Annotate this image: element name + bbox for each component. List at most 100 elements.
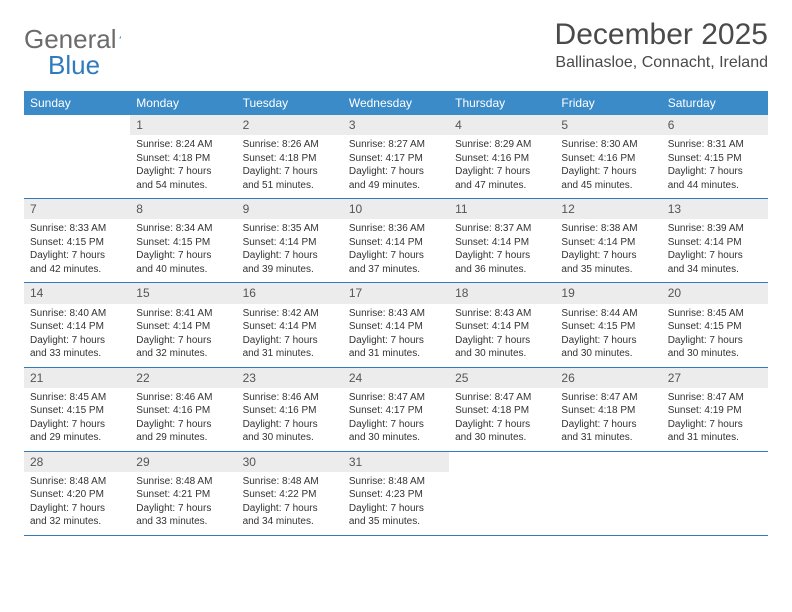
calendar-cell: 13Sunrise: 8:39 AMSunset: 4:14 PMDayligh… — [662, 199, 768, 282]
day-number: 7 — [24, 199, 130, 219]
calendar-cell: 26Sunrise: 8:47 AMSunset: 4:18 PMDayligh… — [555, 368, 661, 451]
daylight-text: Daylight: 7 hours and 30 minutes. — [455, 334, 549, 361]
day-number: 23 — [237, 368, 343, 388]
sunset-text: Sunset: 4:14 PM — [561, 236, 655, 250]
daylight-text: Daylight: 7 hours and 42 minutes. — [30, 249, 124, 276]
daylight-text: Daylight: 7 hours and 40 minutes. — [136, 249, 230, 276]
sunset-text: Sunset: 4:16 PM — [243, 404, 337, 418]
day-number: 19 — [555, 283, 661, 303]
cell-body: Sunrise: 8:47 AMSunset: 4:18 PMDaylight:… — [555, 388, 661, 451]
day-header-sunday: Sunday — [24, 91, 130, 115]
day-number: 13 — [662, 199, 768, 219]
cell-body: Sunrise: 8:47 AMSunset: 4:19 PMDaylight:… — [662, 388, 768, 451]
calendar-week: 7Sunrise: 8:33 AMSunset: 4:15 PMDaylight… — [24, 199, 768, 283]
day-number: 22 — [130, 368, 236, 388]
day-number: 2 — [237, 115, 343, 135]
calendar-cell: 5Sunrise: 8:30 AMSunset: 4:16 PMDaylight… — [555, 115, 661, 198]
daylight-text: Daylight: 7 hours and 33 minutes. — [30, 334, 124, 361]
daylight-text: Daylight: 7 hours and 31 minutes. — [243, 334, 337, 361]
daylight-text: Daylight: 7 hours and 30 minutes. — [561, 334, 655, 361]
daylight-text: Daylight: 7 hours and 29 minutes. — [30, 418, 124, 445]
day-number: 5 — [555, 115, 661, 135]
sunset-text: Sunset: 4:16 PM — [561, 152, 655, 166]
cell-body: Sunrise: 8:30 AMSunset: 4:16 PMDaylight:… — [555, 135, 661, 198]
day-number: 26 — [555, 368, 661, 388]
day-number: 8 — [130, 199, 236, 219]
cell-body: Sunrise: 8:24 AMSunset: 4:18 PMDaylight:… — [130, 135, 236, 198]
title-block: December 2025 Ballinasloe, Connacht, Ire… — [555, 18, 768, 72]
day-number: 6 — [662, 115, 768, 135]
sunset-text: Sunset: 4:14 PM — [349, 320, 443, 334]
sunrise-text: Sunrise: 8:46 AM — [243, 391, 337, 405]
cell-body: Sunrise: 8:27 AMSunset: 4:17 PMDaylight:… — [343, 135, 449, 198]
day-number: 9 — [237, 199, 343, 219]
sunrise-text: Sunrise: 8:45 AM — [668, 307, 762, 321]
sunrise-text: Sunrise: 8:27 AM — [349, 138, 443, 152]
sunrise-text: Sunrise: 8:48 AM — [349, 475, 443, 489]
weeks-container: 1Sunrise: 8:24 AMSunset: 4:18 PMDaylight… — [24, 115, 768, 536]
sunset-text: Sunset: 4:18 PM — [455, 404, 549, 418]
day-header-monday: Monday — [130, 91, 236, 115]
sunrise-text: Sunrise: 8:41 AM — [136, 307, 230, 321]
calendar-cell: 18Sunrise: 8:43 AMSunset: 4:14 PMDayligh… — [449, 283, 555, 366]
sunset-text: Sunset: 4:14 PM — [243, 320, 337, 334]
sunrise-text: Sunrise: 8:47 AM — [668, 391, 762, 405]
calendar-cell: 10Sunrise: 8:36 AMSunset: 4:14 PMDayligh… — [343, 199, 449, 282]
calendar-cell: 21Sunrise: 8:45 AMSunset: 4:15 PMDayligh… — [24, 368, 130, 451]
sunrise-text: Sunrise: 8:45 AM — [30, 391, 124, 405]
day-number: 3 — [343, 115, 449, 135]
logo-sail-icon — [119, 26, 122, 48]
sunrise-text: Sunrise: 8:39 AM — [668, 222, 762, 236]
cell-body: Sunrise: 8:34 AMSunset: 4:15 PMDaylight:… — [130, 219, 236, 282]
calendar-week: 14Sunrise: 8:40 AMSunset: 4:14 PMDayligh… — [24, 283, 768, 367]
daylight-text: Daylight: 7 hours and 39 minutes. — [243, 249, 337, 276]
sunset-text: Sunset: 4:17 PM — [349, 152, 443, 166]
day-number: 29 — [130, 452, 236, 472]
calendar-week: 21Sunrise: 8:45 AMSunset: 4:15 PMDayligh… — [24, 368, 768, 452]
calendar-cell: 30Sunrise: 8:48 AMSunset: 4:22 PMDayligh… — [237, 452, 343, 535]
day-number: 28 — [24, 452, 130, 472]
daylight-text: Daylight: 7 hours and 35 minutes. — [349, 502, 443, 529]
sunrise-text: Sunrise: 8:48 AM — [243, 475, 337, 489]
calendar-cell: 16Sunrise: 8:42 AMSunset: 4:14 PMDayligh… — [237, 283, 343, 366]
daylight-text: Daylight: 7 hours and 47 minutes. — [455, 165, 549, 192]
calendar-cell — [555, 452, 661, 535]
day-number: 11 — [449, 199, 555, 219]
sunrise-text: Sunrise: 8:46 AM — [136, 391, 230, 405]
sunrise-text: Sunrise: 8:31 AM — [668, 138, 762, 152]
daylight-text: Daylight: 7 hours and 54 minutes. — [136, 165, 230, 192]
calendar-cell: 28Sunrise: 8:48 AMSunset: 4:20 PMDayligh… — [24, 452, 130, 535]
sunrise-text: Sunrise: 8:37 AM — [455, 222, 549, 236]
calendar-cell: 1Sunrise: 8:24 AMSunset: 4:18 PMDaylight… — [130, 115, 236, 198]
calendar-cell — [449, 452, 555, 535]
sunrise-text: Sunrise: 8:33 AM — [30, 222, 124, 236]
daylight-text: Daylight: 7 hours and 45 minutes. — [561, 165, 655, 192]
sunrise-text: Sunrise: 8:29 AM — [455, 138, 549, 152]
daylight-text: Daylight: 7 hours and 34 minutes. — [243, 502, 337, 529]
sunrise-text: Sunrise: 8:30 AM — [561, 138, 655, 152]
sunset-text: Sunset: 4:15 PM — [668, 152, 762, 166]
day-number: 4 — [449, 115, 555, 135]
calendar-cell: 14Sunrise: 8:40 AMSunset: 4:14 PMDayligh… — [24, 283, 130, 366]
calendar: Sunday Monday Tuesday Wednesday Thursday… — [24, 91, 768, 536]
sunset-text: Sunset: 4:14 PM — [30, 320, 124, 334]
day-number: 30 — [237, 452, 343, 472]
calendar-cell: 2Sunrise: 8:26 AMSunset: 4:18 PMDaylight… — [237, 115, 343, 198]
calendar-week: 28Sunrise: 8:48 AMSunset: 4:20 PMDayligh… — [24, 452, 768, 536]
cell-body: Sunrise: 8:48 AMSunset: 4:21 PMDaylight:… — [130, 472, 236, 535]
cell-body: Sunrise: 8:43 AMSunset: 4:14 PMDaylight:… — [343, 304, 449, 367]
cell-body: Sunrise: 8:33 AMSunset: 4:15 PMDaylight:… — [24, 219, 130, 282]
cell-body: Sunrise: 8:48 AMSunset: 4:23 PMDaylight:… — [343, 472, 449, 535]
day-header-row: Sunday Monday Tuesday Wednesday Thursday… — [24, 91, 768, 115]
calendar-cell: 20Sunrise: 8:45 AMSunset: 4:15 PMDayligh… — [662, 283, 768, 366]
day-number: 17 — [343, 283, 449, 303]
cell-body: Sunrise: 8:48 AMSunset: 4:22 PMDaylight:… — [237, 472, 343, 535]
sunrise-text: Sunrise: 8:44 AM — [561, 307, 655, 321]
cell-body: Sunrise: 8:47 AMSunset: 4:18 PMDaylight:… — [449, 388, 555, 451]
calendar-cell: 23Sunrise: 8:46 AMSunset: 4:16 PMDayligh… — [237, 368, 343, 451]
cell-body: Sunrise: 8:47 AMSunset: 4:17 PMDaylight:… — [343, 388, 449, 451]
calendar-cell: 8Sunrise: 8:34 AMSunset: 4:15 PMDaylight… — [130, 199, 236, 282]
cell-body: Sunrise: 8:37 AMSunset: 4:14 PMDaylight:… — [449, 219, 555, 282]
calendar-cell: 15Sunrise: 8:41 AMSunset: 4:14 PMDayligh… — [130, 283, 236, 366]
day-number: 1 — [130, 115, 236, 135]
